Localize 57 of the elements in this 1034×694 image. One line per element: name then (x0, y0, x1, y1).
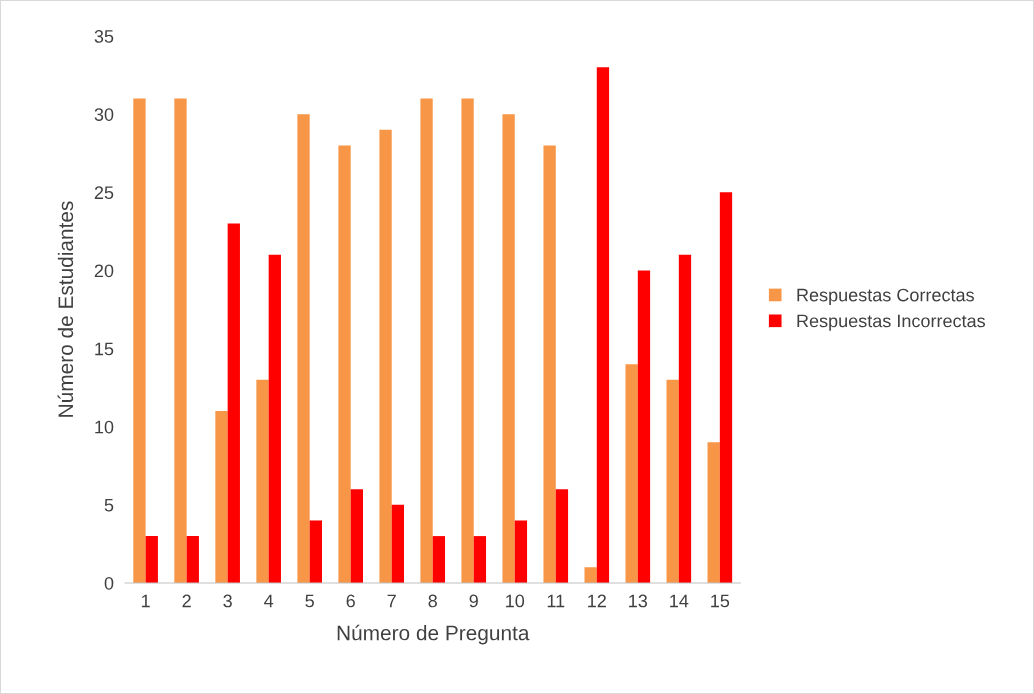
bar (145, 536, 158, 583)
bar (461, 98, 474, 583)
x-tick-label: 12 (588, 594, 606, 608)
x-tick-label: 7 (387, 594, 396, 608)
bar (555, 489, 569, 583)
bar (227, 223, 240, 583)
x-tick-label: 11 (547, 594, 565, 608)
bar (379, 129, 392, 583)
bar (502, 114, 515, 583)
bar (133, 98, 146, 583)
bar (678, 254, 692, 583)
x-tick-label: 13 (629, 594, 648, 608)
bar (297, 114, 310, 583)
bar (432, 536, 446, 583)
bar (666, 379, 679, 583)
y-tick-label: 10 (95, 420, 114, 434)
x-tick-label: 1 (141, 594, 150, 608)
bar (350, 489, 363, 583)
x-tick-label: 5 (305, 594, 314, 608)
y-tick-label: 15 (95, 342, 114, 356)
x-tick-label: 15 (711, 594, 730, 608)
legend-label: Respuestas Incorrectas (797, 314, 985, 331)
bar (186, 536, 199, 583)
x-tick-label: 2 (182, 594, 191, 608)
x-tick-label: 14 (670, 594, 689, 608)
bar (637, 270, 651, 583)
bar (420, 98, 433, 583)
x-tick-label: 3 (223, 594, 232, 608)
x-tick-label: 9 (469, 594, 478, 608)
bar (391, 504, 405, 583)
x-axis-title: Número de Pregunta (337, 624, 530, 645)
y-axis-title: Número de Estudiantes (57, 201, 74, 417)
bar (584, 567, 597, 583)
y-tick-label: 30 (94, 108, 114, 121)
bar (719, 192, 733, 583)
x-tick-label: 10 (506, 594, 525, 608)
bar (268, 254, 281, 583)
bar (596, 67, 610, 583)
bar (543, 145, 556, 583)
bar (215, 411, 228, 583)
x-tick-label: 4 (264, 594, 274, 608)
y-tick-label: 5 (104, 498, 114, 512)
bar (707, 442, 720, 583)
y-tick-label: 20 (94, 264, 114, 278)
x-tick-label: 8 (428, 594, 437, 608)
bar (514, 520, 528, 583)
bar (473, 536, 487, 583)
bar (174, 98, 187, 583)
bar (309, 520, 322, 583)
legend-label: Respuestas Correctas (797, 288, 974, 306)
y-tick-label: 0 (104, 576, 114, 590)
x-tick-label: 6 (346, 594, 355, 608)
bar (338, 145, 351, 583)
bar (256, 379, 269, 583)
y-tick-label: 25 (94, 186, 114, 200)
bar (625, 364, 638, 583)
y-tick-label: 35 (94, 30, 114, 43)
